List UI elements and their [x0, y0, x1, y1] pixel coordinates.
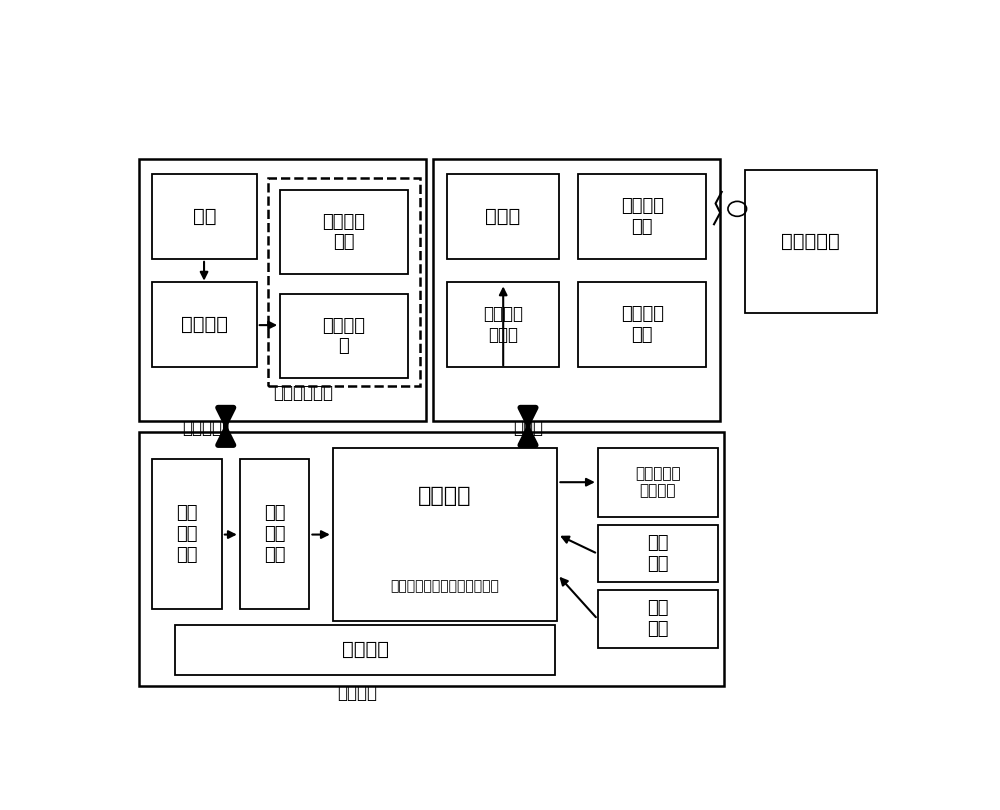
- Text: 数字滤波、线性化、温度补偿: 数字滤波、线性化、温度补偿: [391, 579, 500, 593]
- Text: 显示板: 显示板: [513, 419, 543, 437]
- Bar: [280, 190, 408, 275]
- Bar: [240, 459, 309, 609]
- Bar: [152, 174, 257, 259]
- Text: 数码管: 数码管: [485, 207, 520, 226]
- Text: 电源模块: 电源模块: [342, 640, 389, 659]
- Text: 温度采集
模块: 温度采集 模块: [322, 212, 365, 251]
- Text: 信号
处理
电路: 信号 处理 电路: [176, 505, 198, 564]
- Bar: [152, 282, 257, 367]
- Bar: [433, 159, 720, 420]
- Text: 声光报警
模块: 声光报警 模块: [621, 305, 664, 343]
- Text: 模数
转换
模块: 模数 转换 模块: [264, 505, 285, 564]
- Text: 光电转换电路: 光电转换电路: [273, 385, 333, 403]
- Bar: [280, 293, 408, 378]
- Text: 红外遥控器: 红外遥控器: [782, 232, 840, 251]
- Text: 微处理器: 微处理器: [418, 486, 472, 506]
- Bar: [598, 448, 718, 517]
- Text: 光路部分: 光路部分: [181, 315, 228, 334]
- Bar: [268, 178, 420, 386]
- Bar: [139, 433, 724, 686]
- Bar: [745, 170, 877, 313]
- Text: 拨码
开关: 拨码 开关: [647, 534, 669, 573]
- Bar: [175, 625, 555, 675]
- Text: 红外遥控
模块: 红外遥控 模块: [621, 197, 664, 236]
- Text: 主控制板: 主控制板: [338, 684, 378, 702]
- Bar: [578, 282, 706, 367]
- Bar: [598, 590, 718, 648]
- Text: 与监控系统
通信模块: 与监控系统 通信模块: [635, 466, 681, 498]
- Bar: [578, 174, 706, 259]
- Bar: [598, 525, 718, 582]
- Text: 光干涉计: 光干涉计: [182, 419, 222, 437]
- Bar: [152, 459, 222, 609]
- Bar: [447, 174, 559, 259]
- Text: 光源: 光源: [193, 207, 216, 226]
- Bar: [447, 282, 559, 367]
- Text: 光电传感
器: 光电传感 器: [322, 317, 365, 356]
- Bar: [333, 448, 557, 620]
- Text: 复位
按键: 复位 按键: [647, 599, 669, 638]
- Bar: [139, 159, 426, 420]
- Text: 数码管驱
动电路: 数码管驱 动电路: [483, 305, 523, 343]
